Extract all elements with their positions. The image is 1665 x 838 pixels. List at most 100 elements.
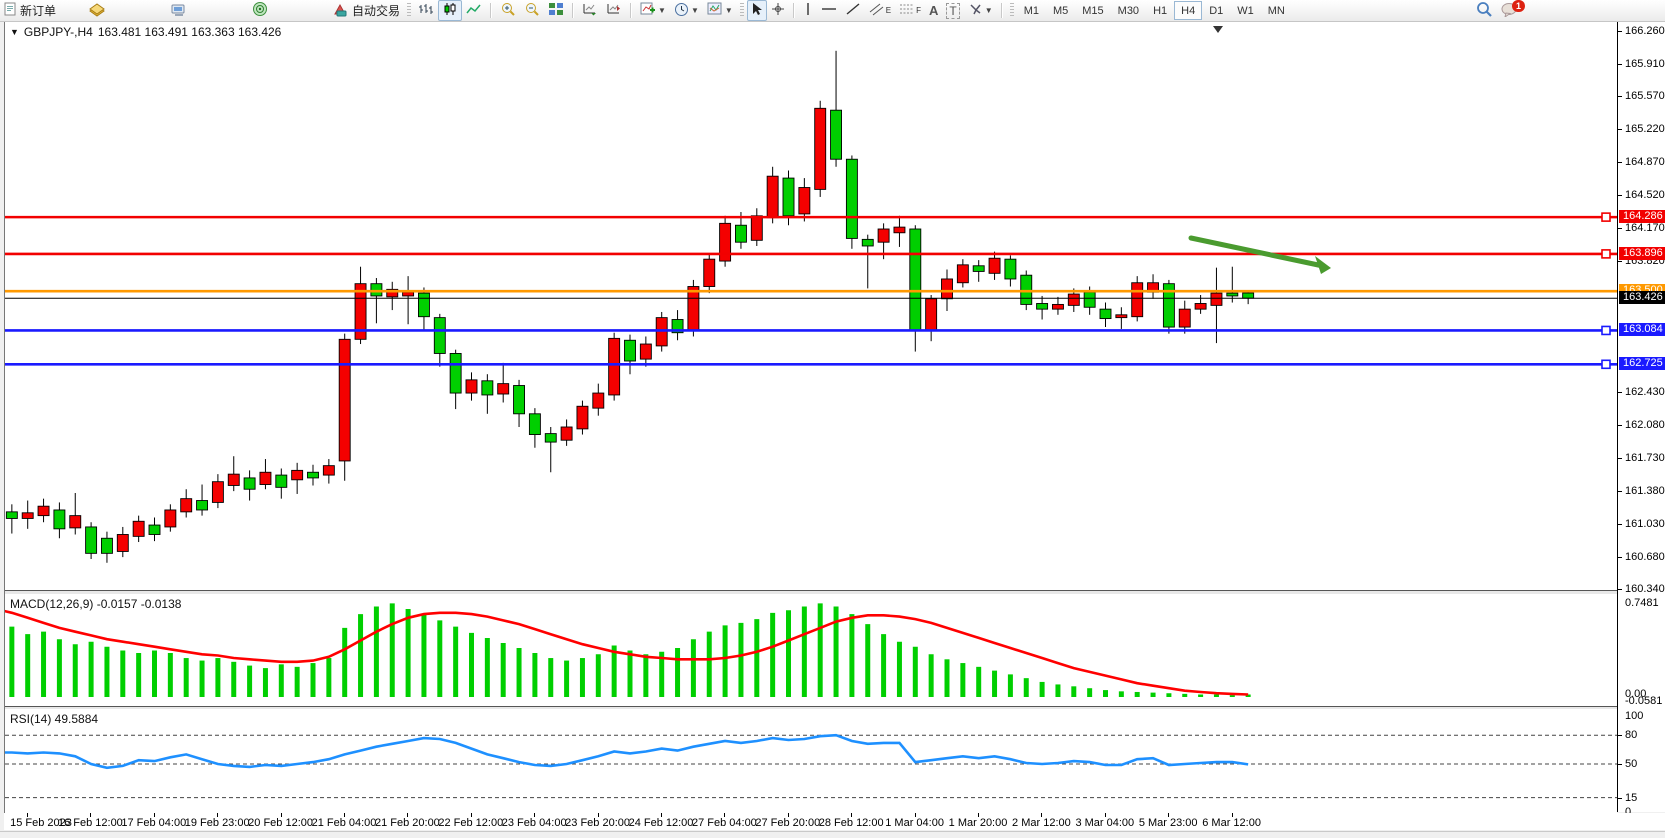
rsi-chart bbox=[5, 733, 1617, 799]
candlestick-mode-button[interactable] bbox=[438, 0, 463, 21]
candle bbox=[528, 413, 541, 435]
terminal-button[interactable] bbox=[166, 0, 192, 21]
market-depth-button[interactable] bbox=[84, 0, 110, 21]
timeframe-w1-button[interactable]: W1 bbox=[1237, 4, 1254, 17]
timeframe-m5-button[interactable]: M5 bbox=[1052, 4, 1069, 17]
timeframe-m30-button[interactable]: M30 bbox=[1117, 4, 1140, 17]
candle bbox=[1004, 258, 1017, 280]
timeframe-m15-button[interactable]: M15 bbox=[1082, 4, 1104, 17]
candle bbox=[449, 353, 462, 394]
horizontal-line-tool-button[interactable] bbox=[817, 0, 841, 21]
macd-pane[interactable]: MACD(12,26,9) -0.0157 -0.0138 bbox=[5, 594, 1617, 706]
candle bbox=[798, 187, 811, 215]
templates-button[interactable]: ▼ bbox=[703, 0, 737, 21]
price-tick bbox=[1618, 261, 1622, 263]
time-axis[interactable]: 15 Feb 2023 16 Feb 12:00 17 Feb 04:00 19 Fe… bbox=[4, 813, 1665, 830]
tile-windows-button[interactable] bbox=[544, 0, 568, 21]
time-tick bbox=[1041, 813, 1043, 817]
candle bbox=[1194, 303, 1207, 310]
template-icon bbox=[707, 2, 723, 19]
candle bbox=[877, 228, 890, 243]
timeframe-m1-button[interactable]: M1 bbox=[1023, 4, 1039, 17]
fibonacci-tool-button[interactable]: F bbox=[895, 0, 925, 21]
timeframe-h4-button[interactable]: H4 bbox=[1174, 1, 1203, 20]
text-tool-button[interactable]: A bbox=[925, 0, 942, 21]
time-tick-label: 23 Feb 04:00 bbox=[501, 817, 567, 829]
text-label-tool-button[interactable]: T bbox=[942, 0, 963, 21]
strategy-tester-button[interactable] bbox=[248, 0, 272, 21]
candle bbox=[687, 286, 700, 332]
time-tick-label: 28 Feb 12:00 bbox=[818, 817, 884, 829]
cursor-icon bbox=[751, 2, 763, 19]
candle bbox=[1226, 292, 1239, 297]
crosshair-tool-button[interactable] bbox=[767, 0, 789, 21]
timeframe-d1-button[interactable]: D1 bbox=[1209, 4, 1224, 17]
candlestick-icon bbox=[442, 2, 458, 19]
candle bbox=[925, 298, 938, 332]
candle bbox=[671, 319, 684, 334]
zoom-out-button[interactable] bbox=[520, 0, 544, 21]
channel-tool-button[interactable]: E bbox=[865, 0, 895, 21]
zoom-in-button[interactable] bbox=[496, 0, 520, 21]
auto-scroll-icon bbox=[582, 2, 598, 19]
autotrading-button[interactable]: 自动交易 bbox=[328, 0, 404, 21]
candle bbox=[972, 265, 985, 272]
candlestick-chart[interactable] bbox=[5, 22, 1617, 590]
gold-book-icon bbox=[88, 2, 106, 20]
auto-scroll-button[interactable] bbox=[578, 0, 602, 21]
price-tick-label: 164.520 bbox=[1625, 189, 1665, 202]
bar-chart-mode-button[interactable] bbox=[414, 0, 438, 21]
candle bbox=[782, 177, 795, 217]
rsi-tick-label: 100 bbox=[1625, 710, 1644, 722]
new-order-button[interactable]: 新订单 bbox=[0, 0, 60, 21]
price-tick bbox=[1618, 392, 1622, 394]
price-axis[interactable]: 166.260 165.910 165.570 165.220 164.870 164.5… bbox=[1617, 22, 1665, 818]
arrows-tool-button[interactable]: ▼ bbox=[964, 0, 997, 21]
trendline-tool-button[interactable] bbox=[841, 0, 865, 21]
price-level-badge: 163.426 bbox=[1619, 291, 1665, 305]
timeframe-mn-button[interactable]: MN bbox=[1267, 4, 1285, 17]
symbol-dropdown-icon[interactable]: ▼ bbox=[10, 27, 19, 37]
rsi-pane[interactable]: RSI(14) 49.5884 bbox=[5, 709, 1617, 813]
chart-window[interactable]: ▼ GBPJPY-,H4 163.481 163.491 163.363 163… bbox=[4, 22, 1617, 830]
periods-button[interactable]: ▼ bbox=[670, 0, 703, 21]
rsi-tick bbox=[1618, 735, 1622, 737]
candle bbox=[21, 512, 34, 519]
candle bbox=[100, 537, 113, 554]
toolbar-separator bbox=[490, 3, 493, 18]
time-tick-label: 27 Feb 20:00 bbox=[755, 817, 821, 829]
chart-title: ▼ GBPJPY-,H4 163.481 163.491 163.363 163… bbox=[10, 25, 281, 39]
text-tool-icon: A bbox=[929, 3, 939, 18]
chart-shift-button[interactable] bbox=[602, 0, 626, 21]
candle bbox=[655, 317, 668, 347]
line-chart-mode-button[interactable] bbox=[462, 0, 486, 21]
price-tick-label: 166.260 bbox=[1625, 25, 1665, 37]
candle bbox=[227, 473, 240, 486]
indicators-icon bbox=[640, 2, 656, 19]
price-tick-label: 164.170 bbox=[1625, 222, 1665, 235]
cursor-tool-button[interactable] bbox=[746, 0, 767, 21]
price-pane[interactable]: ▼ GBPJPY-,H4 163.481 163.491 163.363 163… bbox=[5, 22, 1617, 590]
vertical-line-tool-button[interactable] bbox=[799, 0, 817, 21]
candle bbox=[719, 222, 732, 262]
time-tick-label: 1 Mar 20:00 bbox=[948, 817, 1008, 829]
candle bbox=[1067, 293, 1080, 306]
candle bbox=[243, 477, 256, 490]
candle bbox=[1131, 282, 1144, 318]
candle bbox=[418, 292, 430, 318]
chevron-down-icon: ▼ bbox=[658, 6, 666, 15]
candle bbox=[291, 469, 304, 481]
trend-arrow-head bbox=[1315, 256, 1331, 274]
timeframe-h1-button[interactable]: H1 bbox=[1153, 4, 1168, 17]
main-toolbar: 新订单 自动交易 bbox=[0, 0, 1665, 22]
search-button[interactable] bbox=[1472, 0, 1497, 21]
trend-arrow[interactable] bbox=[1188, 235, 1326, 269]
fibonacci-icon bbox=[899, 2, 916, 19]
new-order-label: 新订单 bbox=[20, 4, 57, 18]
price-level-badge: 162.725 bbox=[1619, 357, 1665, 371]
candle bbox=[735, 224, 747, 243]
candle bbox=[845, 158, 858, 239]
time-tick-label: 21 Feb 04:00 bbox=[311, 817, 377, 829]
notifications-button[interactable]: 1 bbox=[1497, 0, 1535, 21]
indicators-button[interactable]: ▼ bbox=[636, 0, 670, 21]
